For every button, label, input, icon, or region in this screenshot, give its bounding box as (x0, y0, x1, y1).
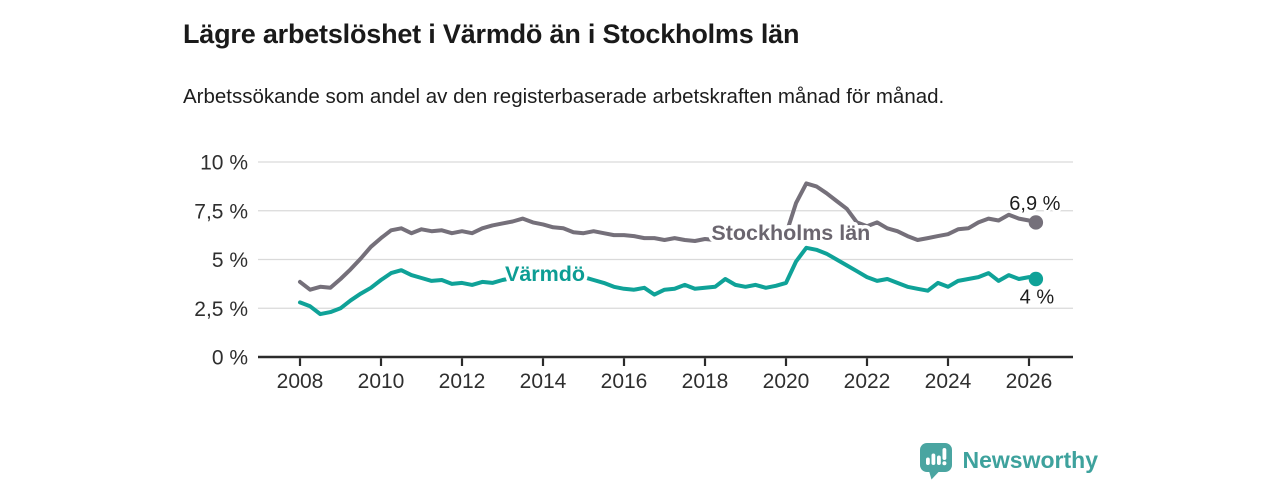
y-tick-label: 0 % (212, 347, 248, 370)
x-tick-label: 2022 (844, 370, 891, 393)
y-tick-label: 10 % (200, 152, 248, 175)
series-label-stockholms-l-n: Stockholms län (711, 221, 870, 245)
x-tick-label: 2026 (1006, 370, 1053, 393)
y-tick-label: 2,5 % (194, 298, 248, 321)
x-tick-label: 2012 (439, 370, 486, 393)
end-dot-stockholms-l-n (1028, 215, 1044, 230)
newsworthy-logo-text: Newsworthy (962, 447, 1098, 473)
x-tick-label: 2014 (520, 370, 567, 393)
series-label-v-rmd: Värmdö (505, 262, 585, 286)
end-value-label-v-rmd: 4 % (1020, 287, 1055, 309)
series-line-stockholms-l-n (298, 181, 1038, 292)
x-tick-label: 2018 (682, 370, 729, 393)
x-tick-label: 2008 (277, 370, 324, 393)
x-tick-label: 2010 (358, 370, 405, 393)
newsworthy-bar-chart-speech-bubble-icon (919, 443, 952, 480)
end-dot-v-rmd (1028, 271, 1044, 287)
chart-title: Lägre arbetslöshet i Värmdö än i Stockho… (183, 19, 800, 50)
x-tick-label: 2020 (763, 370, 810, 393)
newsworthy-logo: Newsworthy (918, 441, 1098, 480)
end-value-label-stockholms-l-n: 6,9 % (1009, 193, 1060, 215)
y-tick-label: 5 % (212, 249, 248, 272)
x-tick-label: 2024 (925, 370, 972, 393)
series-line-v-rmd (298, 245, 1038, 317)
chart-subtitle: Arbetssökande som andel av den registerb… (183, 84, 945, 108)
y-tick-label: 7,5 % (194, 200, 248, 223)
x-tick-label: 2016 (601, 370, 648, 393)
